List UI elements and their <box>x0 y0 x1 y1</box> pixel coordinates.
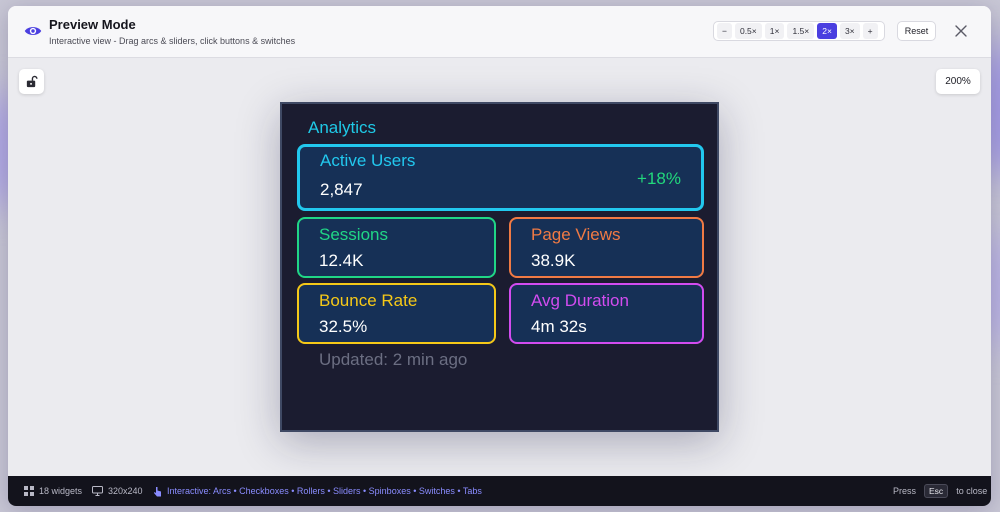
eye-icon <box>24 27 42 35</box>
active-users-card: Active Users 2,847 +18% <box>297 144 704 211</box>
zoom-1.5x-button[interactable]: 1.5× <box>787 23 815 39</box>
widget-count-label: 18 widgets <box>39 486 83 496</box>
unlock-icon <box>26 75 38 88</box>
close-hint-suffix: to close <box>956 486 988 496</box>
zoom-in-button[interactable]: + <box>862 23 878 39</box>
avg-duration-value: 4m 32s <box>531 317 587 336</box>
interactive-widgets-label: Interactive: Arcs • Checkboxes • Rollers… <box>167 486 482 496</box>
zoom-0.5x-button[interactable]: 0.5× <box>734 23 762 39</box>
zoom-controls: − 0.5× 1× 1.5× 2× 3× + <box>713 21 885 41</box>
widget-count: 18 widgets <box>24 476 82 506</box>
page-views-label: Page Views <box>531 225 621 244</box>
sessions-label: Sessions <box>319 225 388 244</box>
active-users-delta: +18% <box>637 169 681 188</box>
avg-duration-label: Avg Duration <box>531 291 629 310</box>
page-views-value: 38.9K <box>531 251 576 270</box>
page-title: Preview Mode <box>49 17 136 32</box>
sessions-value: 12.4K <box>319 251 364 270</box>
bounce-rate-value: 32.5% <box>319 317 368 336</box>
updated-timestamp: Updated: 2 min ago <box>319 350 468 369</box>
interactive-widgets: Interactive: Arcs • Checkboxes • Rollers… <box>153 476 482 506</box>
close-hint: Press Esc to close <box>893 476 987 506</box>
active-users-value: 2,847 <box>320 180 363 199</box>
zoom-3x-button[interactable]: 3× <box>839 23 860 39</box>
bounce-rate-label: Bounce Rate <box>319 291 418 310</box>
pointer-icon <box>154 486 161 496</box>
avg-duration-card: Avg Duration 4m 32s <box>509 283 704 344</box>
bounce-rate-card: Bounce Rate 32.5% <box>297 283 496 344</box>
resolution-label: 320x240 <box>108 486 143 496</box>
device-screen: Analytics Active Users 2,847 +18% Sessio… <box>280 102 719 432</box>
lock-toggle-button[interactable] <box>19 69 44 94</box>
reset-button[interactable]: Reset <box>897 21 936 41</box>
zoom-1x-button[interactable]: 1× <box>764 23 785 39</box>
page-subtitle: Interactive view - Drag arcs & sliders, … <box>49 36 296 46</box>
esc-key: Esc <box>924 484 949 498</box>
monitor-icon <box>92 486 103 496</box>
resolution: 320x240 <box>92 476 143 506</box>
active-users-label: Active Users <box>320 151 416 170</box>
grid-icon <box>24 486 34 496</box>
preview-header: Preview Mode Interactive view - Drag arc… <box>8 6 991 58</box>
close-hint-prefix: Press <box>893 486 917 496</box>
close-icon[interactable] <box>954 24 968 38</box>
screen-title: Analytics <box>308 118 377 137</box>
zoom-level-badge: 200% <box>936 69 980 94</box>
status-bar: 18 widgets 320x240 Interactive: Arcs • C… <box>8 476 991 506</box>
preview-modal: Preview Mode Interactive view - Drag arc… <box>8 6 991 506</box>
page-views-card: Page Views 38.9K <box>509 217 704 278</box>
zoom-2x-button[interactable]: 2× <box>817 23 837 39</box>
zoom-out-button[interactable]: − <box>717 23 732 39</box>
sessions-card: Sessions 12.4K <box>297 217 496 278</box>
